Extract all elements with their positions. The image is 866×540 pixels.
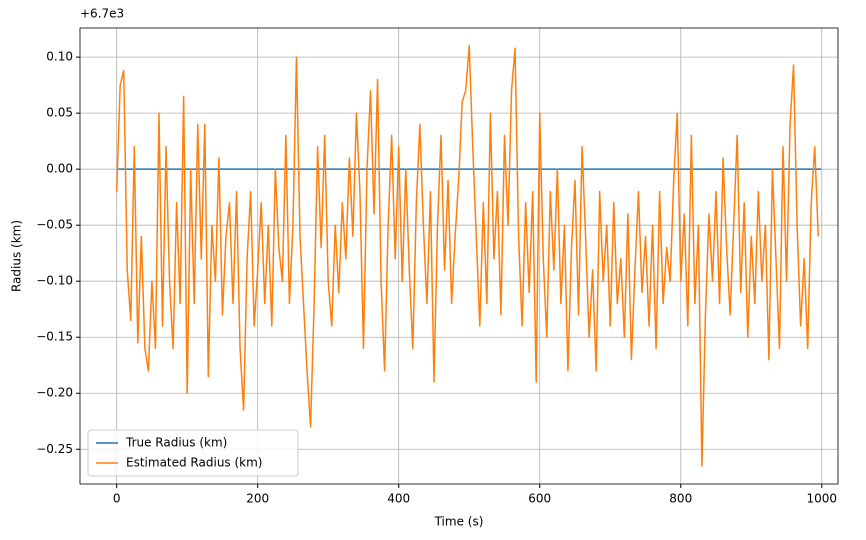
legend-label: True Radius (km) <box>125 436 227 450</box>
offset-text: +6.7e3 <box>80 7 124 21</box>
y-tick-label: −0.15 <box>36 330 73 344</box>
y-tick-label: 0.05 <box>46 106 73 120</box>
y-tick-label: −0.20 <box>36 386 73 400</box>
x-tick-label: 0 <box>113 492 121 506</box>
x-tick-label: 800 <box>669 492 692 506</box>
legend-box <box>87 429 299 477</box>
x-tick-label: 400 <box>387 492 410 506</box>
data-line <box>115 45 820 467</box>
x-axis-label: Time (s) <box>434 515 484 529</box>
y-axis-label: Radius (km) <box>10 220 24 292</box>
legend-label: Estimated Radius (km) <box>126 456 263 470</box>
plot-frame <box>79 27 839 485</box>
y-tick-label: 0.10 <box>46 50 73 64</box>
x-tick-label: 1000 <box>807 492 838 506</box>
y-tick-label: −0.05 <box>36 218 73 232</box>
y-tick-label: −0.10 <box>36 274 73 288</box>
x-tick-label: 200 <box>246 492 269 506</box>
x-tick-label: 600 <box>528 492 551 506</box>
y-tick-label: 0.00 <box>46 162 73 176</box>
y-tick-label: −0.25 <box>36 442 73 456</box>
